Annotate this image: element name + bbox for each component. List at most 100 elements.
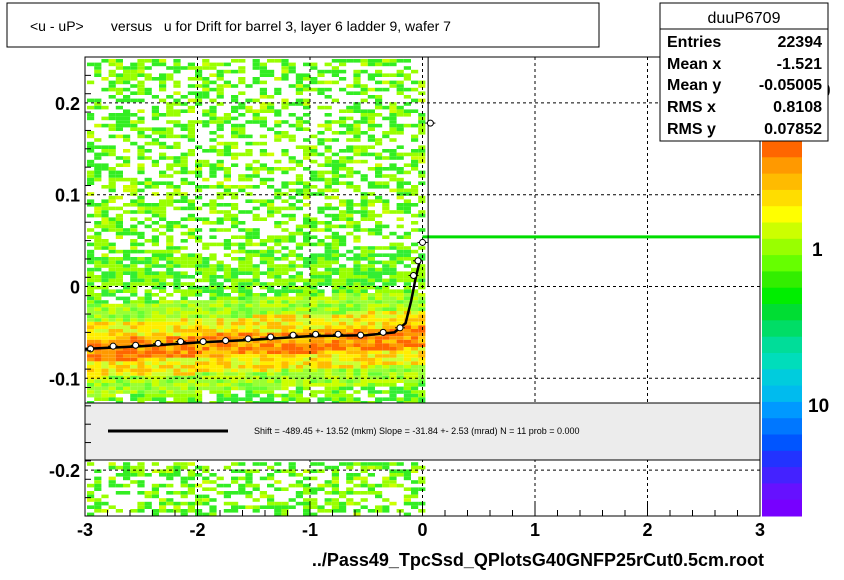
heatmap-cell [288, 239, 296, 243]
heatmap-cell [216, 267, 224, 272]
heatmap-cell [295, 361, 303, 365]
heatmap-cell [360, 192, 368, 196]
heatmap-cell [274, 249, 282, 254]
heatmap-cell [101, 321, 109, 326]
heatmap-cell [375, 375, 383, 380]
heatmap-cell [195, 473, 203, 477]
heatmap-cell [159, 199, 167, 203]
heatmap-cell [360, 357, 368, 362]
heatmap-cell [288, 102, 296, 106]
heatmap-cell [375, 185, 383, 189]
heatmap-cell [303, 375, 311, 380]
heatmap-cell [331, 177, 339, 182]
heatmap-cell [375, 141, 383, 146]
heatmap-cell [303, 311, 311, 315]
heatmap-cell [281, 357, 289, 362]
heatmap-cell [360, 336, 368, 340]
heatmap-cell [209, 289, 217, 293]
heatmap-cell [310, 336, 318, 340]
heatmap-cell [396, 73, 404, 77]
heatmap-cell [367, 343, 375, 347]
heatmap-cell [389, 62, 397, 67]
heatmap-cell [317, 303, 325, 308]
heatmap-cell [202, 357, 210, 362]
heatmap-cell [151, 275, 159, 279]
heatmap-cell [173, 163, 181, 167]
heatmap-cell [339, 365, 347, 369]
heatmap-cell [216, 181, 224, 185]
heatmap-cell [281, 271, 289, 275]
heatmap-cell [144, 336, 152, 340]
heatmap-cell [396, 84, 404, 88]
heatmap-cell [375, 368, 383, 373]
heatmap-cell [281, 332, 289, 337]
heatmap-cell [137, 156, 145, 160]
heatmap-cell [288, 188, 296, 193]
heatmap-cell [238, 476, 246, 481]
heatmap-cell [418, 98, 426, 103]
heatmap-cell [115, 307, 123, 311]
heatmap-cell [180, 152, 188, 157]
heatmap-cell [274, 357, 282, 362]
heatmap-cell [382, 271, 390, 275]
heatmap-cell [101, 224, 109, 229]
heatmap-cell [317, 239, 325, 243]
heatmap-cell [209, 505, 217, 509]
heatmap-cell [303, 264, 311, 268]
heatmap-cell [151, 159, 159, 164]
heatmap-cell [151, 372, 159, 376]
heatmap-cell [123, 354, 131, 358]
heatmap-cell [353, 131, 361, 135]
heatmap-cell [339, 264, 347, 268]
heatmap-cell [238, 383, 246, 387]
heatmap-cell [144, 127, 152, 131]
heatmap-cell [130, 73, 138, 77]
heatmap-cell [303, 379, 311, 383]
heatmap-cell [187, 105, 195, 110]
heatmap-cell [108, 332, 116, 337]
heatmap-cell [382, 462, 390, 466]
heatmap-cell [411, 379, 419, 383]
heatmap-cell [223, 141, 231, 146]
heatmap-cell [411, 293, 419, 297]
heatmap-cell [137, 206, 145, 211]
heatmap-cell [252, 300, 260, 304]
heatmap-cell [295, 98, 303, 103]
heatmap-cell [360, 282, 368, 286]
heatmap-cell [238, 365, 246, 369]
heatmap-cell [375, 138, 383, 142]
heatmap-cell [101, 336, 109, 340]
heatmap-cell [295, 321, 303, 326]
heatmap-cell [360, 174, 368, 178]
heatmap-cell [267, 109, 275, 113]
heatmap-cell [223, 365, 231, 369]
heatmap-cell [375, 95, 383, 99]
heatmap-cell [295, 339, 303, 344]
heatmap-cell [252, 509, 260, 513]
heatmap-cell [137, 260, 145, 265]
heatmap-cell [303, 293, 311, 297]
heatmap-cell [231, 368, 239, 373]
heatmap-cell [252, 120, 260, 124]
heatmap-cell [281, 365, 289, 369]
heatmap-cell [195, 393, 203, 398]
fit-legend-text: Shift = -489.45 +- 13.52 (mkm) Slope = -… [254, 426, 580, 436]
heatmap-cell [281, 267, 289, 272]
heatmap-cell [209, 480, 217, 484]
heatmap-cell [216, 350, 224, 355]
heatmap-cell [115, 213, 123, 218]
heatmap-cell [209, 383, 217, 387]
heatmap-cell [295, 390, 303, 394]
heatmap-cell [274, 221, 282, 225]
heatmap-cell [303, 487, 311, 491]
heatmap-cell [115, 170, 123, 175]
heatmap-cell [324, 393, 332, 398]
heatmap-cell [87, 285, 95, 290]
heatmap-cell [295, 473, 303, 477]
heatmap-cell [115, 77, 123, 81]
heatmap-cell [281, 131, 289, 135]
heatmap-cell [389, 264, 397, 268]
heatmap-cell [144, 318, 152, 322]
heatmap-cell [281, 383, 289, 387]
heatmap-cell [151, 206, 159, 211]
